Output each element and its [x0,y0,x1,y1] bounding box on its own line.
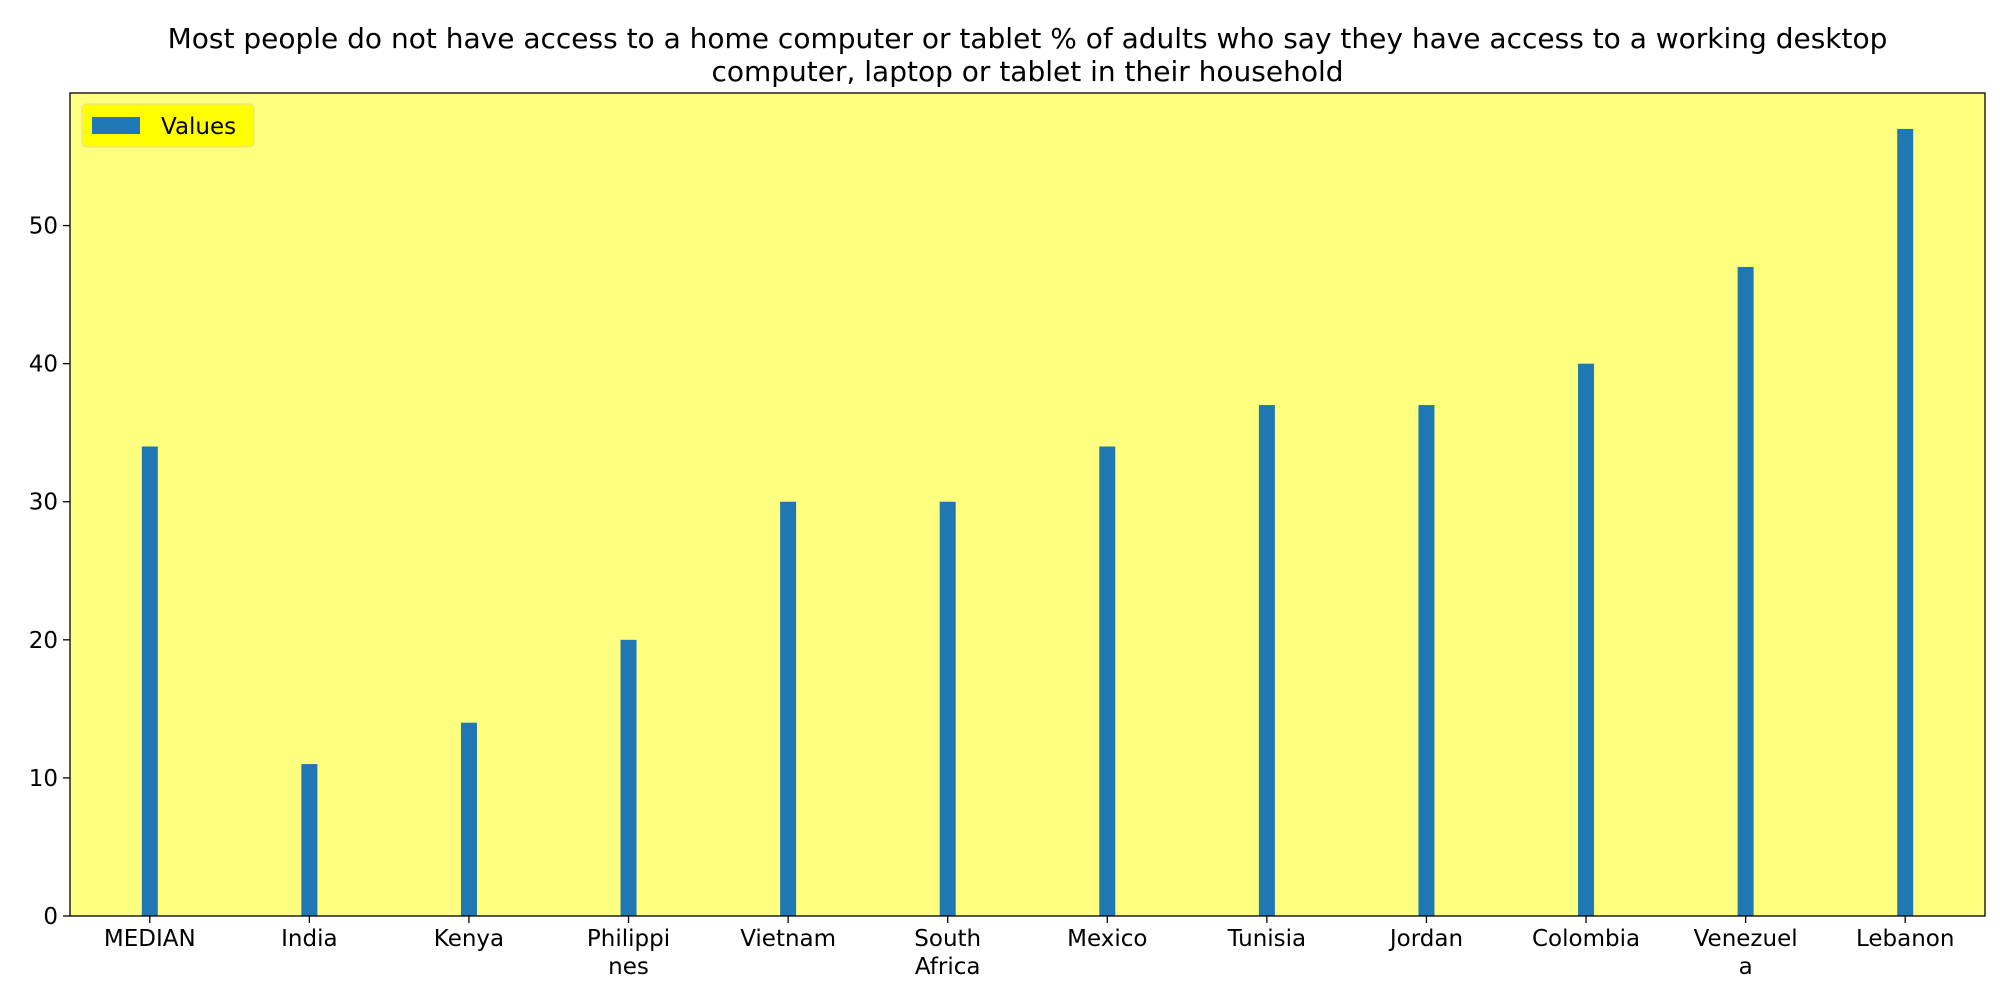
bar-median [141,446,158,916]
x-tick-label: South [914,926,981,952]
x-tick-label: Venezuel [1694,926,1798,952]
bar-vietnam [780,501,797,916]
y-tick-label: 0 [43,904,58,930]
bar-tunisia [1258,405,1275,916]
bar-philippines [620,639,637,916]
bar-south-africa [939,501,956,916]
plot-area [70,93,1985,916]
x-tick-label: Lebanon [1856,926,1954,952]
bar-india [301,764,318,916]
x-tick-label: India [281,926,337,952]
bar-kenya [460,722,477,916]
x-tick-label: nes [608,954,649,980]
x-tick-label: Colombia [1532,926,1640,952]
x-tick-label: Kenya [434,926,504,952]
bar-jordan [1418,405,1435,916]
x-tick-label: Vietnam [740,926,836,952]
chart-title: Most people do not have access to a home… [168,22,1888,88]
y-tick-label: 10 [29,766,58,792]
x-tick-label: Tunisia [1227,926,1307,952]
y-tick-label: 30 [29,490,58,516]
chart-title-line: computer, laptop or tablet in their hous… [711,55,1343,88]
y-tick-label: 40 [29,352,58,378]
legend-label: Values [161,114,236,140]
x-tick-label: Jordan [1388,926,1463,952]
x-tick-label: MEDIAN [104,926,196,952]
bar-venezuela [1737,266,1754,916]
bar-lebanon [1897,128,1914,916]
bar-mexico [1099,446,1116,916]
x-tick-label: Mexico [1067,926,1147,952]
y-axis: 0 10 20 30 40 50 [29,214,70,930]
bar-colombia [1578,363,1595,916]
legend-swatch [92,117,140,134]
plot-frame [69,92,1986,917]
x-tick-label: a [1739,954,1753,980]
legend-box [81,103,255,148]
y-tick-label: 50 [29,214,58,240]
x-tick-label: Africa [915,954,981,980]
x-tick-label: Philippi [587,926,670,952]
chart-title-line: Most people do not have access to a home… [168,22,1888,55]
y-tick-label: 20 [29,628,58,654]
legend: Values [81,103,255,148]
bars [141,128,1914,916]
